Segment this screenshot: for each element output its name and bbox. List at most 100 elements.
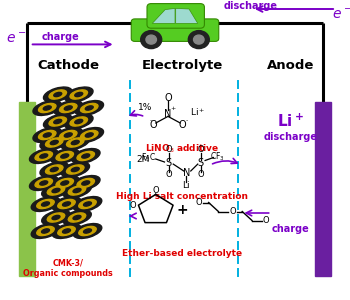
Text: N: N: [164, 109, 172, 119]
Text: $\mathbf{Li^+}$: $\mathbf{Li^+}$: [277, 113, 304, 130]
Text: $\mathsf{F_3C}$: $\mathsf{F_3C}$: [141, 151, 156, 164]
Ellipse shape: [40, 154, 48, 158]
Ellipse shape: [71, 167, 79, 172]
Ellipse shape: [80, 130, 98, 140]
Text: +: +: [170, 106, 175, 111]
Polygon shape: [152, 8, 175, 23]
Ellipse shape: [40, 162, 69, 177]
Text: S: S: [197, 158, 204, 168]
Ellipse shape: [52, 224, 81, 238]
Ellipse shape: [54, 119, 62, 124]
Text: 2M: 2M: [136, 154, 150, 164]
Text: Li$^+$: Li$^+$: [190, 106, 205, 118]
Text: CMK-3/
Organic compounds: CMK-3/ Organic compounds: [23, 259, 113, 278]
Ellipse shape: [50, 148, 79, 164]
Text: charge: charge: [42, 32, 80, 42]
Text: O: O: [263, 216, 269, 225]
Text: Cathode: Cathode: [37, 59, 99, 72]
Ellipse shape: [64, 106, 72, 110]
Text: O: O: [166, 170, 172, 179]
Text: O: O: [149, 120, 157, 130]
Ellipse shape: [75, 128, 104, 142]
Ellipse shape: [85, 133, 93, 137]
Text: discharge: discharge: [224, 2, 278, 11]
Text: O: O: [164, 92, 172, 103]
Ellipse shape: [71, 148, 100, 164]
Ellipse shape: [73, 188, 81, 193]
Text: -: -: [186, 118, 188, 123]
Ellipse shape: [54, 128, 83, 142]
Text: +: +: [176, 203, 188, 217]
Ellipse shape: [47, 186, 65, 195]
Ellipse shape: [68, 213, 86, 222]
Text: 1%: 1%: [138, 103, 153, 112]
Text: O: O: [130, 201, 136, 210]
Ellipse shape: [64, 133, 72, 137]
Bar: [315, 102, 331, 276]
Text: Li: Li: [182, 182, 190, 190]
Text: Electrolyte: Electrolyte: [141, 59, 223, 72]
Ellipse shape: [43, 87, 72, 102]
Ellipse shape: [33, 100, 62, 116]
Text: O: O: [166, 146, 172, 154]
Text: charge: charge: [272, 224, 309, 235]
Ellipse shape: [82, 181, 90, 185]
Ellipse shape: [64, 87, 93, 102]
Ellipse shape: [42, 183, 70, 198]
Ellipse shape: [73, 215, 81, 220]
Ellipse shape: [64, 114, 93, 129]
Ellipse shape: [61, 154, 69, 158]
Text: $\mathsf{CF_3}$: $\mathsf{CF_3}$: [210, 150, 225, 163]
Ellipse shape: [75, 92, 83, 97]
Text: Ether-based electrolyte: Ether-based electrolyte: [122, 249, 242, 258]
Text: S: S: [166, 158, 172, 168]
Text: O: O: [197, 146, 204, 154]
Ellipse shape: [71, 140, 79, 145]
Ellipse shape: [75, 119, 83, 124]
Ellipse shape: [56, 152, 74, 160]
Ellipse shape: [35, 152, 52, 160]
Ellipse shape: [60, 130, 77, 140]
Text: Anode: Anode: [267, 59, 314, 72]
Text: O: O: [196, 198, 202, 207]
Ellipse shape: [43, 133, 51, 137]
Ellipse shape: [58, 200, 75, 208]
Ellipse shape: [70, 117, 88, 126]
Ellipse shape: [29, 176, 58, 190]
Ellipse shape: [50, 140, 58, 145]
Ellipse shape: [52, 196, 81, 211]
Ellipse shape: [46, 138, 63, 147]
Ellipse shape: [50, 176, 79, 190]
Text: -: -: [149, 118, 152, 123]
Text: High Li salt concentration: High Li salt concentration: [116, 192, 248, 201]
Text: O: O: [197, 170, 204, 179]
Bar: [19, 102, 35, 276]
Ellipse shape: [37, 226, 54, 236]
Ellipse shape: [40, 181, 48, 185]
Ellipse shape: [79, 200, 96, 208]
Ellipse shape: [63, 210, 91, 225]
Ellipse shape: [50, 167, 58, 172]
Text: LiNO$_3$ additive: LiNO$_3$ additive: [145, 142, 219, 155]
Ellipse shape: [33, 128, 62, 142]
Ellipse shape: [85, 106, 93, 110]
FancyBboxPatch shape: [147, 4, 204, 28]
Ellipse shape: [73, 224, 102, 238]
Ellipse shape: [29, 148, 58, 164]
Ellipse shape: [84, 229, 91, 233]
Ellipse shape: [61, 135, 90, 150]
Ellipse shape: [38, 103, 56, 112]
Ellipse shape: [75, 100, 104, 116]
Ellipse shape: [61, 181, 69, 185]
Circle shape: [194, 35, 204, 44]
Ellipse shape: [70, 90, 88, 99]
Text: $e^-$: $e^-$: [332, 8, 350, 22]
Ellipse shape: [54, 100, 83, 116]
Text: N: N: [182, 167, 190, 178]
Ellipse shape: [79, 226, 96, 236]
Text: O: O: [153, 186, 159, 195]
Ellipse shape: [46, 165, 63, 174]
Ellipse shape: [77, 178, 94, 188]
Ellipse shape: [63, 183, 91, 198]
Ellipse shape: [35, 178, 52, 188]
